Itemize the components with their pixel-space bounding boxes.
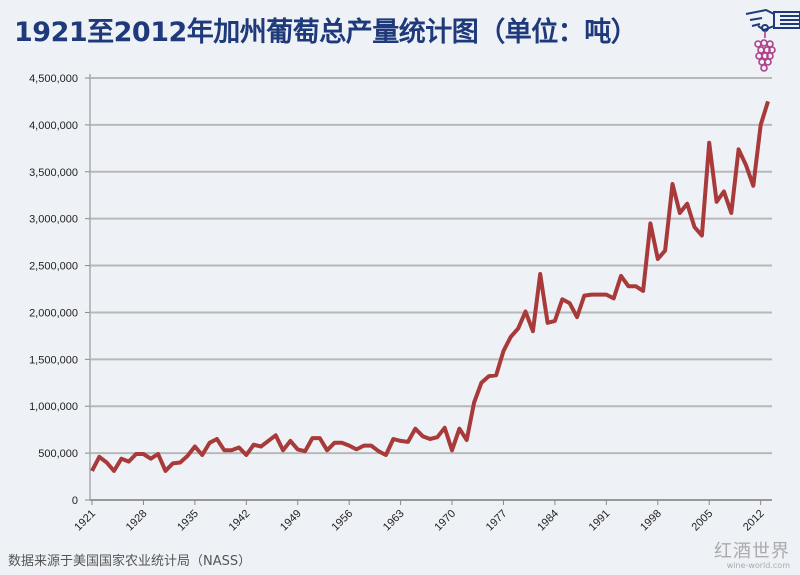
x-tick-label: 2005 xyxy=(690,508,716,534)
y-tick-label: 4,000,000 xyxy=(29,120,78,132)
x-tick-label: 1984 xyxy=(535,508,561,534)
x-tick-label: 1949 xyxy=(278,508,304,534)
chart-title: 1921至2012年加州葡萄总产量统计图（单位：吨） xyxy=(14,17,638,48)
watermark-cn: 红酒世界 xyxy=(714,541,790,562)
y-tick-label: 1,500,000 xyxy=(29,354,78,366)
x-tick-label: 1991 xyxy=(587,508,613,534)
watermark-en: wine-world.com xyxy=(726,561,790,570)
y-tick-label: 2,000,000 xyxy=(29,307,78,319)
y-tick-label: 500,000 xyxy=(38,448,78,460)
x-tick-label: 1942 xyxy=(227,508,253,534)
y-tick-label: 1,000,000 xyxy=(29,401,78,413)
x-tick-label: 1970 xyxy=(432,508,458,534)
data-source-note: 数据来源于美国国家农业统计局（NASS） xyxy=(8,554,252,569)
y-tick-label: 0 xyxy=(72,495,78,507)
x-tick-label: 1935 xyxy=(175,508,201,534)
x-tick-label: 1977 xyxy=(484,508,510,534)
x-tick-label: 1998 xyxy=(638,508,664,534)
y-tick-label: 4,500,000 xyxy=(29,73,78,85)
hand-holding-grapes-icon xyxy=(745,8,800,72)
x-tick-label: 1963 xyxy=(381,508,407,534)
x-tick-label: 1921 xyxy=(72,508,98,534)
watermark: 红酒世界 wine-world.com xyxy=(714,541,790,571)
y-tick-label: 3,500,000 xyxy=(29,167,78,179)
production-series-line xyxy=(90,100,770,473)
y-tick-label: 2,500,000 xyxy=(29,261,78,273)
x-tick-label: 2012 xyxy=(741,508,767,534)
x-tick-label: 1956 xyxy=(329,508,355,534)
x-tick-label: 1928 xyxy=(124,508,150,534)
y-tick-label: 3,000,000 xyxy=(29,214,78,226)
